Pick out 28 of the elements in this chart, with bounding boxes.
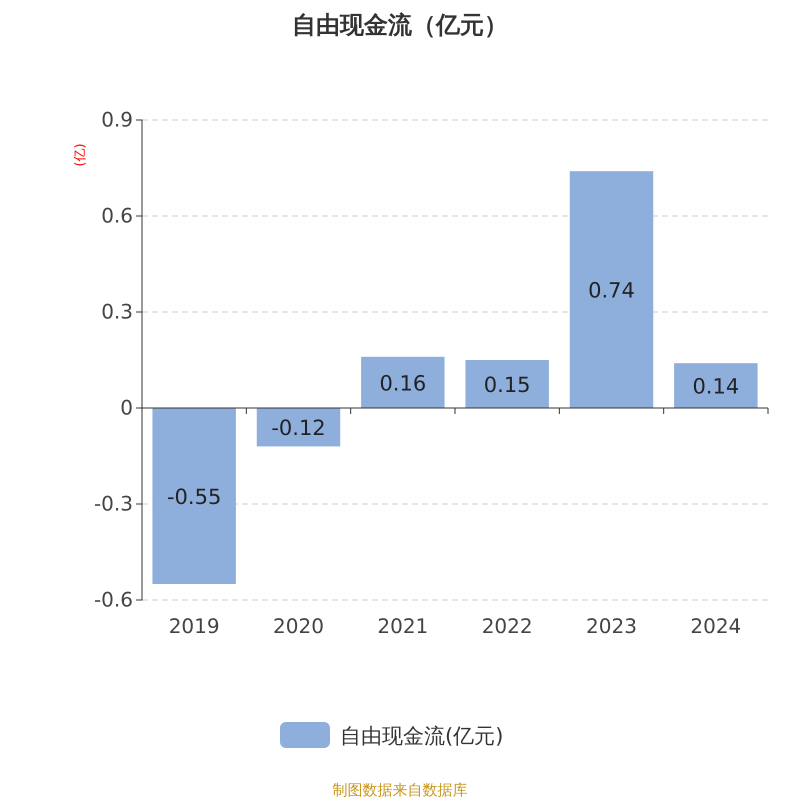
bar: [152, 408, 236, 584]
text: 制图数据来自数据库: [332, 781, 468, 799]
data-label: -0.55: [166, 485, 222, 509]
y-tick-label: -0.6: [94, 587, 133, 612]
y-tick-label: 0.3: [101, 299, 133, 324]
x-tick-label: 2019: [168, 614, 220, 638]
data-label: -0.12: [271, 416, 326, 440]
data-label: 0.15: [484, 373, 531, 397]
data-label: 0.16: [379, 371, 426, 396]
y-tick-label: -0.3: [94, 491, 133, 516]
x-tick-label: 2021: [377, 614, 428, 638]
chart-title: 自由现金流（亿元）: [292, 11, 508, 39]
bar: [465, 360, 549, 408]
x-tick-label: 2020: [273, 614, 324, 638]
y-tick-label: 0.6: [101, 203, 133, 228]
bar: [674, 363, 758, 408]
bar: [570, 171, 654, 408]
y-axis-title: (亿): [73, 143, 88, 167]
legend-label: 自由现金流(亿元): [340, 724, 504, 748]
y-tick-label: 0.9: [101, 107, 133, 132]
data-label: 0.14: [692, 374, 740, 399]
x-tick-label: 2023: [586, 614, 637, 638]
bar: [256, 408, 340, 446]
data-label: 0.74: [588, 278, 635, 303]
x-tick-label: 2024: [690, 614, 742, 638]
x-tick-label: 2022: [482, 614, 533, 638]
bar: [361, 356, 445, 408]
y-tick-label: 0: [120, 395, 133, 420]
